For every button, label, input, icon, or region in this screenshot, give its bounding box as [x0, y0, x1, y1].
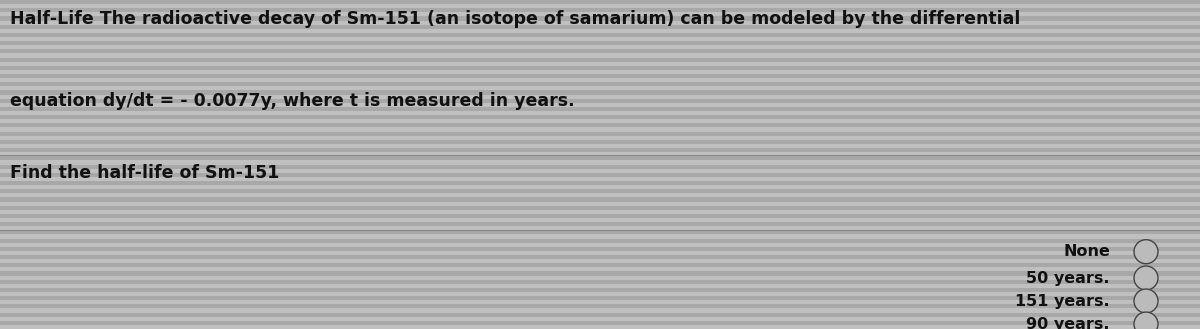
Bar [0, 78, 1200, 82]
Ellipse shape [1134, 289, 1158, 313]
Bar [0, 164, 1200, 168]
Bar [0, 103, 1200, 107]
Bar [0, 25, 1200, 29]
Bar [0, 296, 1200, 300]
Bar [0, 288, 1200, 292]
Bar [0, 160, 1200, 164]
Bar [0, 136, 1200, 140]
Bar [0, 156, 1200, 160]
Text: None: None [1063, 244, 1110, 259]
Bar [0, 276, 1200, 280]
Bar [0, 74, 1200, 78]
Bar [0, 95, 1200, 99]
Bar [0, 115, 1200, 119]
Bar [0, 263, 1200, 267]
Bar [0, 201, 1200, 206]
Bar [0, 193, 1200, 197]
Bar [0, 4, 1200, 8]
Bar [0, 230, 1200, 234]
Bar [0, 251, 1200, 255]
Bar [0, 45, 1200, 49]
Bar [0, 280, 1200, 284]
Bar [0, 222, 1200, 226]
Bar [0, 316, 1200, 321]
Text: 90 years.: 90 years. [1026, 316, 1110, 329]
Bar [0, 62, 1200, 66]
Text: Half-Life The radioactive decay of Sm-151 (an isotope of samarium) can be modele: Half-Life The radioactive decay of Sm-15… [10, 10, 1020, 28]
Bar [0, 304, 1200, 309]
Bar [0, 132, 1200, 136]
Ellipse shape [1134, 240, 1158, 264]
Bar [0, 20, 1200, 25]
Bar [0, 247, 1200, 251]
Bar [0, 206, 1200, 210]
Bar [0, 177, 1200, 181]
Bar [0, 33, 1200, 37]
Bar [0, 185, 1200, 189]
Text: 50 years.: 50 years. [1026, 270, 1110, 286]
Bar [0, 8, 1200, 12]
Bar [0, 173, 1200, 177]
Bar [0, 49, 1200, 53]
Bar [0, 214, 1200, 218]
Bar [0, 99, 1200, 103]
Bar [0, 313, 1200, 316]
Bar [0, 90, 1200, 95]
Bar [0, 271, 1200, 276]
Bar [0, 66, 1200, 70]
Bar [0, 218, 1200, 222]
Bar [0, 41, 1200, 45]
Bar [0, 119, 1200, 123]
Bar [0, 70, 1200, 74]
Bar [0, 267, 1200, 271]
Bar [0, 127, 1200, 132]
Bar [0, 152, 1200, 156]
Ellipse shape [1134, 266, 1158, 290]
Bar [0, 123, 1200, 127]
Bar [0, 300, 1200, 304]
Bar [0, 107, 1200, 111]
Bar [0, 16, 1200, 20]
Ellipse shape [1134, 312, 1158, 329]
Bar [0, 37, 1200, 41]
Bar [0, 148, 1200, 152]
Bar [0, 226, 1200, 230]
Bar [0, 86, 1200, 90]
Bar [0, 197, 1200, 201]
Bar [0, 210, 1200, 214]
Bar [0, 111, 1200, 115]
Text: Find the half-life of Sm-151: Find the half-life of Sm-151 [10, 164, 278, 183]
Bar [0, 325, 1200, 329]
Bar [0, 234, 1200, 239]
Bar [0, 140, 1200, 144]
Bar [0, 168, 1200, 173]
Bar [0, 29, 1200, 33]
Bar [0, 259, 1200, 263]
Bar [0, 0, 1200, 4]
Bar [0, 82, 1200, 86]
Bar [0, 309, 1200, 313]
Bar [0, 284, 1200, 288]
Bar [0, 53, 1200, 58]
Bar [0, 255, 1200, 259]
Bar [0, 292, 1200, 296]
Bar [0, 239, 1200, 243]
Bar [0, 181, 1200, 185]
Text: equation dy/dt = - 0.0077y, where t is measured in years.: equation dy/dt = - 0.0077y, where t is m… [10, 92, 575, 110]
Bar [0, 12, 1200, 16]
Bar [0, 321, 1200, 325]
Bar [0, 144, 1200, 148]
Bar [0, 189, 1200, 193]
Bar [0, 58, 1200, 62]
Bar [0, 243, 1200, 247]
Text: 151 years.: 151 years. [1015, 293, 1110, 309]
